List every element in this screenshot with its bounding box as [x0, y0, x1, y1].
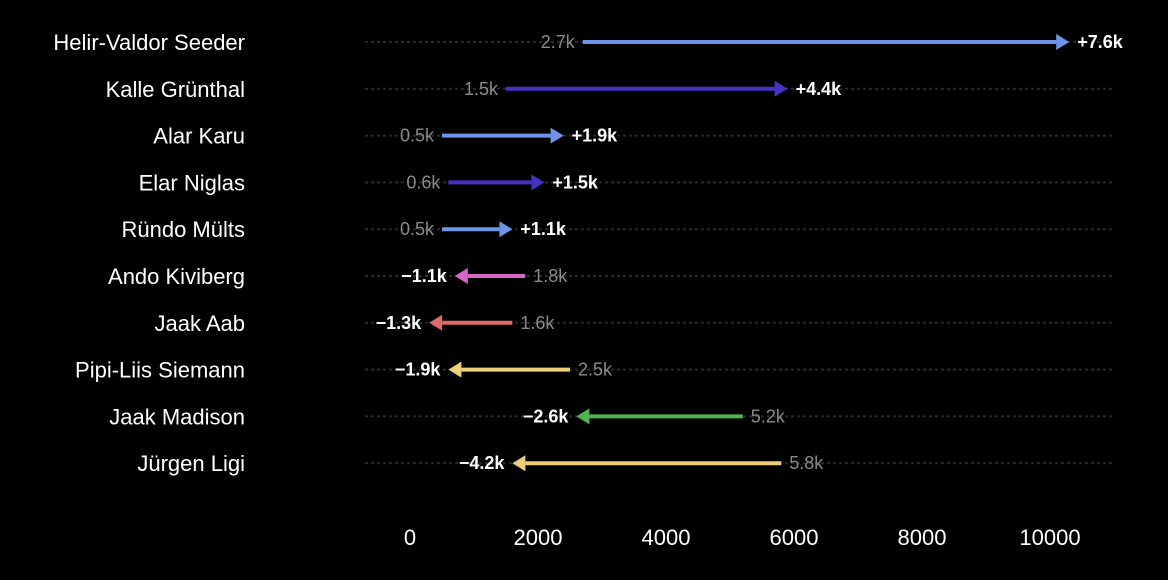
- row: Elar Niglas 0.6k +1.5k: [139, 170, 1115, 195]
- delta-value-label: +7.6k: [1077, 32, 1124, 52]
- delta-value-label: −1.9k: [395, 360, 442, 380]
- row: Alar Karu 0.5k +1.9k: [153, 124, 1115, 149]
- start-value-label: 0.5k: [400, 219, 435, 239]
- delta-value-label: −1.3k: [376, 313, 423, 333]
- start-value-label: 1.6k: [520, 313, 555, 333]
- start-value-label: 5.8k: [789, 453, 824, 473]
- row-name-label: Ründo Mülts: [121, 217, 245, 242]
- x-tick-label: 8000: [898, 525, 947, 550]
- row-name-label: Ando Kiviberg: [108, 264, 245, 289]
- delta-value-label: +1.5k: [552, 172, 599, 192]
- row-name-label: Jürgen Ligi: [137, 451, 245, 476]
- delta-value-label: +1.9k: [572, 126, 619, 146]
- delta-value-label: +1.1k: [520, 219, 567, 239]
- x-axis-ticks: 0 2000 4000 6000 8000 10000: [404, 525, 1081, 550]
- row-name-label: Jaak Madison: [109, 404, 245, 429]
- row-name-label: Alar Karu: [153, 124, 245, 149]
- delta-value-label: −1.1k: [401, 266, 448, 286]
- delta-value-label: −4.2k: [459, 453, 506, 473]
- row-name-label: Pipi-Liis Siemann: [75, 358, 245, 383]
- start-value-label: 2.5k: [578, 360, 613, 380]
- row: Jaak Madison 5.2k −2.6k: [109, 404, 1115, 429]
- arrow-head: [512, 455, 526, 472]
- delta-value-label: +4.4k: [796, 79, 843, 99]
- row: Ando Kiviberg 1.8k −1.1k: [108, 264, 1115, 289]
- arrow-head: [774, 80, 788, 97]
- start-value-label: 2.7k: [541, 32, 576, 52]
- arrow-head: [1056, 34, 1070, 50]
- x-tick-label: 4000: [642, 525, 691, 550]
- x-tick-label: 0: [404, 525, 416, 550]
- row-name-label: Jaak Aab: [154, 311, 245, 336]
- arrow-head: [448, 361, 462, 378]
- arrow-head: [429, 314, 443, 331]
- row: Ründo Mülts 0.5k +1.1k: [121, 217, 1115, 242]
- row: Jürgen Ligi 5.8k −4.2k: [137, 451, 1115, 476]
- start-value-label: 0.5k: [400, 126, 435, 146]
- row: Pipi-Liis Siemann 2.5k −1.9k: [75, 358, 1115, 383]
- row-name-label: Kalle Grünthal: [106, 77, 245, 102]
- start-value-label: 0.6k: [406, 172, 441, 192]
- arrow-head: [550, 127, 564, 144]
- row: Kalle Grünthal 1.5k +4.4k: [106, 77, 1115, 102]
- x-tick-label: 2000: [514, 525, 563, 550]
- delta-value-label: −2.6k: [523, 406, 570, 426]
- start-value-label: 1.8k: [533, 266, 568, 286]
- start-value-label: 5.2k: [751, 406, 786, 426]
- row: Jaak Aab 1.6k −1.3k: [154, 311, 1115, 336]
- row-name-label: Elar Niglas: [139, 170, 245, 195]
- arrow-head: [531, 174, 545, 191]
- arrow-head: [499, 221, 513, 238]
- arrow-head: [454, 268, 468, 284]
- x-tick-label: 10000: [1019, 525, 1080, 550]
- x-tick-label: 6000: [770, 525, 819, 550]
- row: Helir-Valdor Seeder 2.7k +7.6k: [53, 30, 1123, 55]
- chart-rows: Helir-Valdor Seeder 2.7k +7.6k Kalle Grünth…: [53, 30, 1123, 476]
- arrow-head: [576, 408, 590, 425]
- row-name-label: Helir-Valdor Seeder: [53, 30, 245, 55]
- start-value-label: 1.5k: [464, 79, 499, 99]
